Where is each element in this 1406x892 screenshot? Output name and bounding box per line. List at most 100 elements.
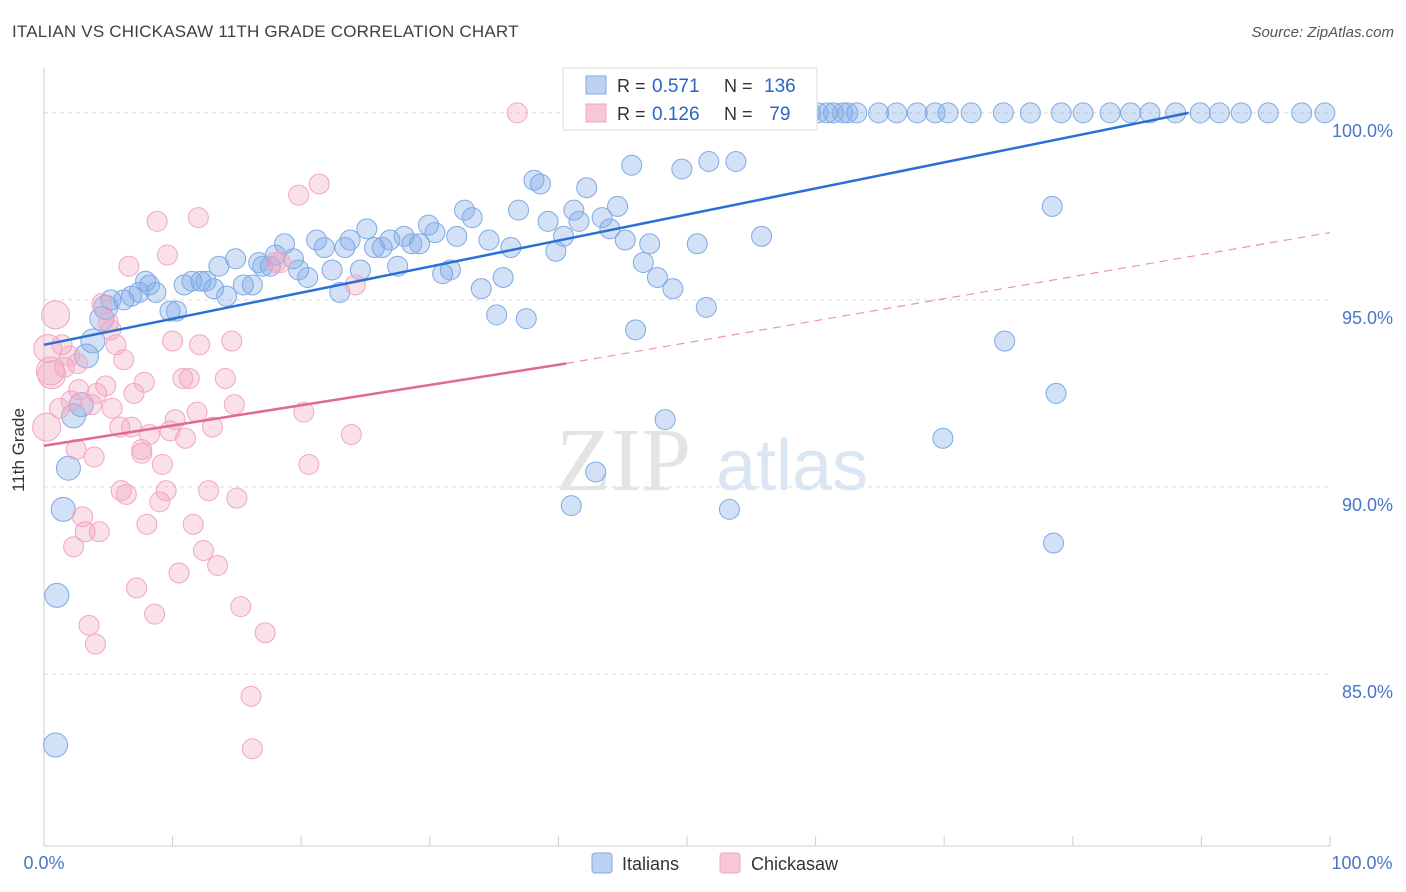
italians-point (470, 278, 492, 300)
chickasaw-point (340, 424, 362, 446)
chickasaw-point (308, 173, 330, 195)
chickasaw-point (230, 596, 252, 618)
italians-point (698, 151, 720, 173)
italians-point (585, 461, 607, 483)
chickasaw-point (254, 622, 276, 644)
chickasaw-point (84, 633, 106, 655)
italians-point (1230, 102, 1252, 124)
chickasaw-point (131, 439, 153, 461)
x-tick-label-left: 0.0% (23, 853, 64, 873)
italians-point (886, 102, 908, 124)
italians-point (906, 102, 928, 124)
chickasaw-point (86, 382, 108, 404)
italians-point (523, 169, 545, 191)
italians-point (932, 427, 954, 449)
italians-point (1043, 532, 1065, 554)
italians-point (937, 102, 959, 124)
chickasaw-point (66, 352, 88, 374)
italians-point (960, 102, 982, 124)
italians-point (1072, 102, 1094, 124)
italians-point (195, 270, 217, 292)
chickasaw-point (182, 513, 204, 535)
italians-point (686, 233, 708, 255)
stats-n-value-2: 79 (764, 104, 790, 125)
chickasaw-point (241, 738, 263, 760)
stats-legend: R = 0.571 N = 136 R = 0.126 N = 79 (562, 67, 818, 131)
y-tick-label: 90.0% (1342, 495, 1393, 515)
italians-point (379, 229, 401, 251)
chickasaw-point (146, 210, 168, 232)
italians-point (639, 233, 661, 255)
y-tick-label: 100.0% (1332, 121, 1393, 141)
italians-point (508, 199, 530, 221)
italians-point (1139, 102, 1161, 124)
chickasaw-point (221, 330, 243, 352)
source-label: Source: ZipAtlas.com (1251, 24, 1394, 41)
italians-point (446, 225, 468, 247)
chickasaw-point (68, 379, 90, 401)
chickasaw-point (264, 252, 286, 273)
italians-point (461, 207, 483, 229)
italians-point (216, 285, 238, 307)
italians-point (560, 495, 582, 517)
stats-r-label-2: R = (617, 104, 646, 124)
italians-point (994, 330, 1016, 352)
chickasaw-point (41, 300, 71, 330)
italians-point (563, 199, 585, 221)
chickasaw-point (54, 356, 76, 378)
italians-point (44, 582, 70, 608)
stats-swatch-chickasaw (585, 103, 607, 123)
chickasaw-point (144, 603, 166, 625)
chickasaw-point (151, 453, 173, 475)
italians-point (529, 173, 551, 195)
chickasaw-point (162, 330, 184, 352)
italians-point (1189, 102, 1211, 124)
stats-swatch-italians (585, 75, 607, 95)
chickasaw-point (214, 367, 236, 389)
italians-point (868, 102, 890, 124)
italians-point (725, 151, 747, 173)
stats-n-label-1: N = (724, 76, 753, 96)
italians-point (654, 409, 676, 431)
legend-label-chickasaw: Chickasaw (751, 854, 839, 874)
chickasaw-point (83, 446, 105, 468)
chickasaw-point (155, 480, 177, 502)
italians-point (364, 237, 386, 259)
y-tick-label: 95.0% (1342, 308, 1393, 328)
chickasaw-point (149, 491, 171, 513)
chickasaw-point (115, 483, 137, 505)
italians-point (1314, 102, 1336, 124)
italians-point (1291, 102, 1313, 124)
italians-point (306, 229, 328, 251)
chickasaw-point (78, 614, 100, 636)
italians-point (1019, 102, 1041, 124)
italians-point (371, 237, 393, 259)
chickasaw-point (270, 252, 292, 273)
italians-point (632, 252, 654, 273)
chickasaw-point (207, 554, 229, 576)
italians-point (288, 259, 310, 281)
chickasaw-point (101, 397, 123, 419)
italians-point (297, 266, 319, 288)
italians-point (553, 225, 575, 247)
italians-point (671, 158, 693, 180)
y-axis-title: 11th Grade (9, 408, 28, 492)
chickasaw-point (198, 480, 220, 502)
chickasaw-point (192, 540, 214, 562)
chickasaw-trend-extension (566, 231, 1331, 365)
italians-point (329, 281, 351, 303)
chickasaw-point (60, 390, 82, 412)
chickasaw-point (59, 345, 81, 367)
stats-r-value-2: 0.126 (652, 104, 700, 125)
italians-point (924, 102, 946, 124)
chickasaw-point (240, 685, 262, 707)
chickasaw-point (113, 349, 135, 371)
y-tick-labels: 85.0% 90.0% 95.0% 100.0% (1332, 121, 1393, 702)
italians-point (1099, 102, 1121, 124)
stats-n-value-1: 136 (764, 76, 796, 97)
chickasaw-point (189, 334, 211, 356)
chickasaw-point (88, 521, 110, 543)
italians-point (454, 199, 476, 221)
italians-point (621, 154, 643, 176)
